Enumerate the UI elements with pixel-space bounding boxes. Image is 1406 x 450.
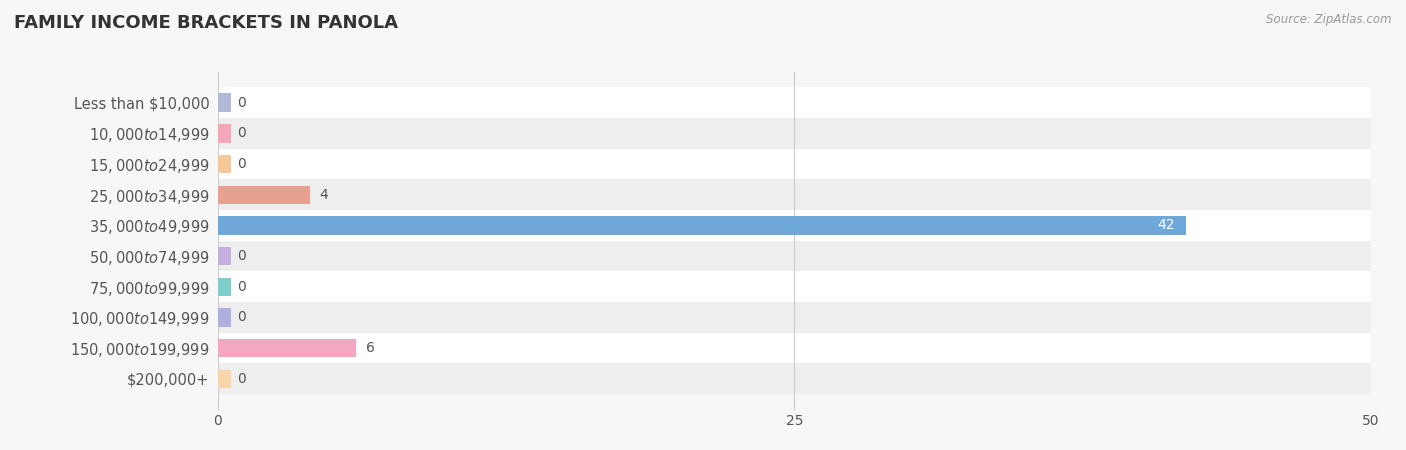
Bar [218,216,1187,234]
Text: 4: 4 [319,188,328,202]
Bar [218,247,231,266]
Bar [0,241,1406,271]
Bar [218,339,356,357]
Text: 0: 0 [238,96,246,110]
Text: 0: 0 [238,372,246,386]
Text: 6: 6 [366,341,374,355]
Bar [218,94,231,112]
Bar [0,118,1406,148]
Text: 0: 0 [238,249,246,263]
Bar [218,155,231,173]
Bar [218,278,231,296]
Text: 0: 0 [238,280,246,294]
Bar [0,271,1406,302]
Bar [0,180,1406,210]
Text: 0: 0 [238,310,246,324]
Text: 42: 42 [1157,218,1175,232]
Bar [0,148,1406,180]
Bar [218,124,231,143]
Bar [218,308,231,327]
Bar [218,185,311,204]
Text: 0: 0 [238,126,246,140]
Bar [218,369,231,388]
Text: 0: 0 [238,157,246,171]
Bar [0,210,1406,241]
Bar [0,87,1406,118]
Text: Source: ZipAtlas.com: Source: ZipAtlas.com [1267,14,1392,27]
Bar [0,364,1406,394]
Bar [0,333,1406,364]
Text: FAMILY INCOME BRACKETS IN PANOLA: FAMILY INCOME BRACKETS IN PANOLA [14,14,398,32]
Bar [0,302,1406,333]
